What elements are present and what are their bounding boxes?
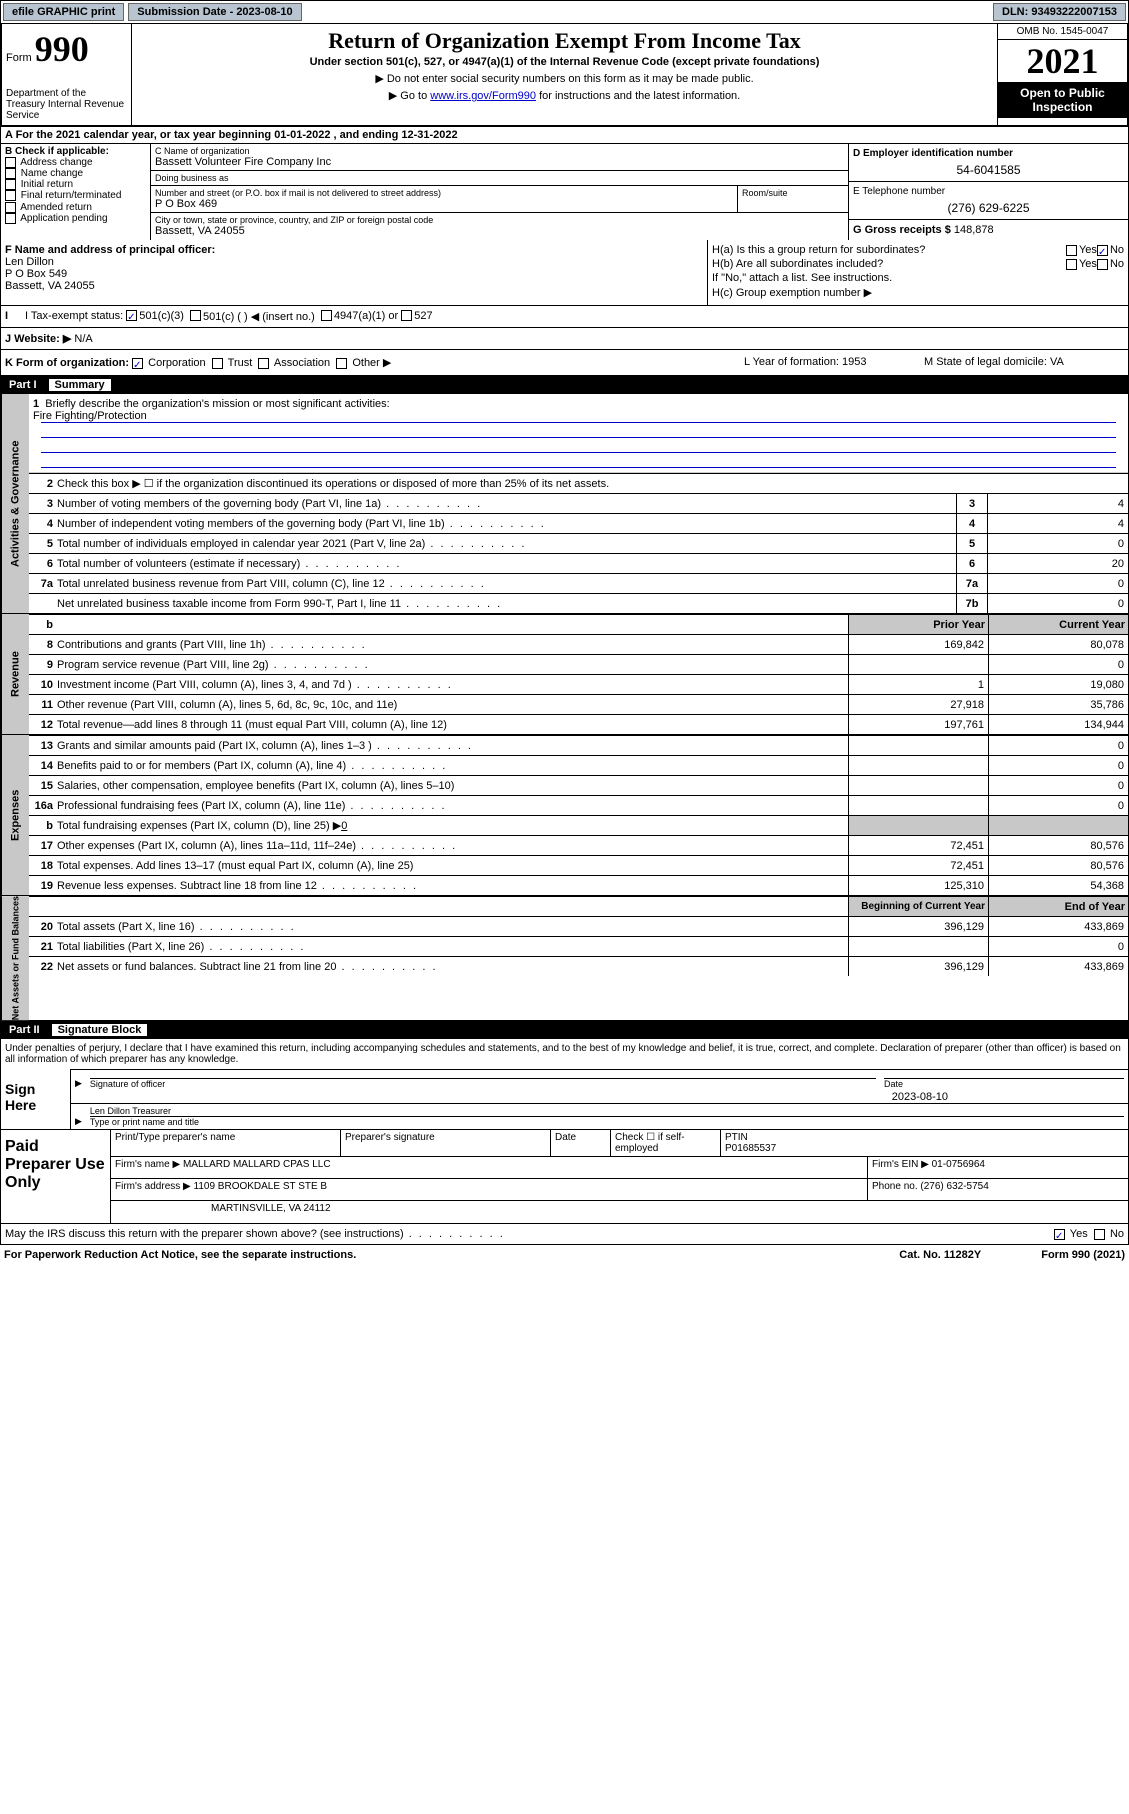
discuss-row: May the IRS discuss this return with the…	[0, 1224, 1129, 1245]
org-name: Bassett Volunteer Fire Company Inc	[155, 156, 844, 168]
note-1: ▶ Do not enter social security numbers o…	[136, 72, 993, 85]
net-assets: 433,869	[988, 957, 1128, 976]
form-990: 990	[35, 29, 89, 69]
state-domicile: M State of legal domicile: VA	[924, 356, 1124, 369]
sidebar-net-assets: Net Assets or Fund Balances	[1, 896, 29, 1020]
open-public: Open to Public Inspection	[998, 82, 1127, 118]
form-ref: Form 990 (2021)	[1041, 1249, 1125, 1261]
col-b: B Check if applicable: Address change Na…	[1, 144, 151, 240]
sign-here-label: Sign Here	[1, 1069, 71, 1129]
dln: DLN: 93493222007153	[993, 3, 1126, 21]
contributions: 80,078	[988, 635, 1128, 654]
perjury-declaration: Under penalties of perjury, I declare th…	[1, 1039, 1128, 1069]
firm-ein: 01-0756964	[932, 1159, 985, 1170]
ein-val: 54-6041585	[853, 163, 1124, 177]
irs-link[interactable]: www.irs.gov/Form990	[430, 90, 536, 102]
preparer-phone: (276) 632-5754	[920, 1181, 988, 1192]
firm-name: MALLARD MALLARD CPAS LLC	[183, 1159, 331, 1170]
sidebar-governance: Activities & Governance	[1, 394, 29, 613]
city-state: Bassett, VA 24055	[155, 225, 844, 237]
year-formation: L Year of formation: 1953	[744, 356, 924, 369]
submission-btn: Submission Date - 2023-08-10	[128, 3, 301, 21]
total-expenses: 80,576	[988, 856, 1128, 875]
efile-btn[interactable]: efile GRAPHIC print	[3, 3, 124, 21]
street-addr: P O Box 469	[155, 198, 733, 210]
website-val: N/A	[74, 333, 92, 345]
gross-receipts: 148,878	[954, 224, 994, 236]
ptin: P01685537	[725, 1143, 1124, 1154]
mission: Fire Fighting/Protection	[33, 410, 147, 422]
row-a: A For the 2021 calendar year, or tax yea…	[0, 127, 1129, 144]
sidebar-revenue: Revenue	[1, 614, 29, 734]
phone-label: E Telephone number	[853, 186, 945, 197]
c-name-label: C Name of organization	[155, 146, 844, 156]
note-2: ▶ Go to www.irs.gov/Form990 for instruct…	[136, 89, 993, 102]
main-title: Return of Organization Exempt From Incom…	[136, 28, 993, 54]
section-bcde: B Check if applicable: Address change Na…	[0, 144, 1129, 240]
tax-year: 2021	[998, 40, 1127, 82]
ein-label: D Employer identification number	[853, 148, 1013, 159]
omb: OMB No. 1545-0047	[998, 24, 1127, 40]
dba-label: Doing business as	[155, 173, 844, 183]
paperwork-notice: For Paperwork Reduction Act Notice, see …	[4, 1249, 356, 1261]
officer-name: Len Dillon	[5, 256, 703, 268]
cat-no: Cat. No. 11282Y	[899, 1249, 981, 1261]
form-word: Form	[6, 52, 32, 64]
sidebar-expenses: Expenses	[1, 735, 29, 895]
total-assets: 433,869	[988, 917, 1128, 936]
paid-preparer: Paid Preparer Use Only Print/Type prepar…	[0, 1130, 1129, 1224]
sig-date: 2023-08-10	[71, 1091, 1128, 1103]
top-bar: efile GRAPHIC print Submission Date - 20…	[0, 0, 1129, 24]
officer-name-title: Len Dillon Treasurer	[90, 1106, 1124, 1117]
subtitle: Under section 501(c), 527, or 4947(a)(1)…	[136, 56, 993, 68]
dept: Department of the Treasury Internal Reve…	[6, 88, 127, 121]
total-revenue: 134,944	[988, 715, 1128, 734]
val-3: 4	[988, 498, 1128, 510]
phone-val: (276) 629-6225	[853, 201, 1124, 215]
part-1-header: Part I Summary	[0, 376, 1129, 394]
form-header: Form 990 Department of the Treasury Inte…	[0, 24, 1129, 127]
part-2-header: Part II Signature Block	[0, 1021, 1129, 1039]
